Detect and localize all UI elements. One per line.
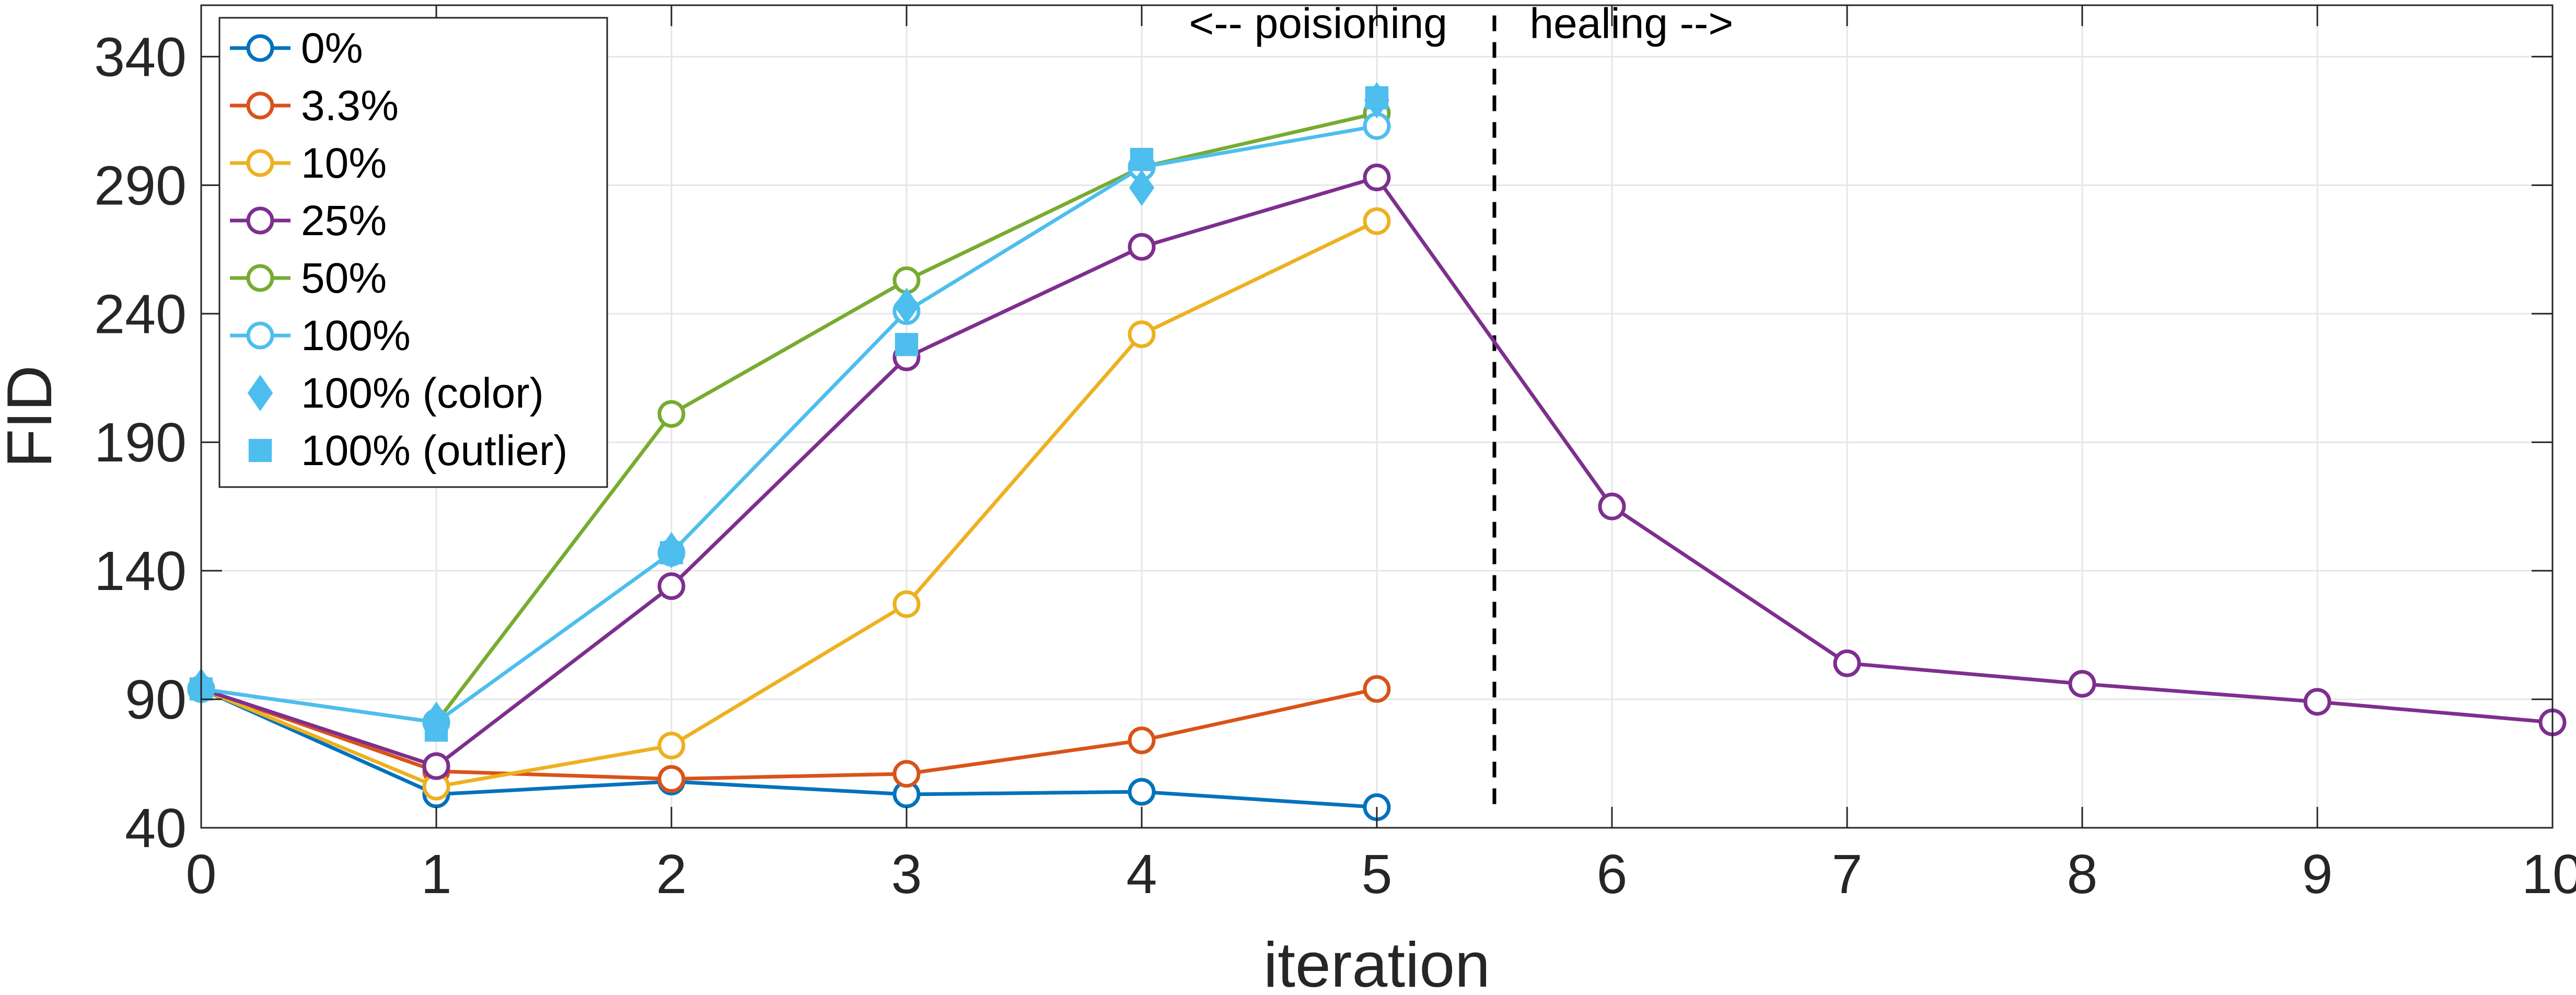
series-25- <box>187 164 2567 780</box>
data-point <box>657 732 686 760</box>
legend-box <box>218 17 608 488</box>
legend-item: 50% <box>230 254 387 302</box>
legend-label: 50% <box>301 254 387 302</box>
series-100-outlier- <box>189 86 1389 742</box>
data-point <box>2303 688 2331 716</box>
data-point <box>657 765 686 793</box>
legend-label: 10% <box>301 140 387 187</box>
legend-label: 3.3% <box>301 82 399 130</box>
x-tick-label: 10 <box>2522 843 2576 905</box>
data-point <box>892 590 921 618</box>
annotation-poisoning: <-- poisioning <box>1189 0 1447 47</box>
legend-marker <box>246 321 274 350</box>
data-point <box>1363 164 1391 192</box>
x-tick-label: 2 <box>656 843 687 905</box>
data-point <box>894 287 920 325</box>
x-tick-label: 9 <box>2302 843 2333 905</box>
data-point <box>1833 649 1861 677</box>
y-tick-label: 40 <box>125 797 187 859</box>
legend-item: 3.3% <box>230 82 399 130</box>
annotation-healing: healing --> <box>1530 0 1734 47</box>
legend-marker <box>246 206 274 235</box>
legend-item: 100% (outlier) <box>248 427 567 475</box>
series-line <box>201 124 1377 724</box>
legend-item: 10% <box>230 140 387 187</box>
legend-label: 100% (outlier) <box>301 427 567 475</box>
legend-label: 0% <box>301 25 363 72</box>
y-tick-label: 240 <box>94 283 187 345</box>
data-point <box>659 541 683 564</box>
legend-marker <box>246 91 274 120</box>
axis-ticks: 0 1 2 3 4 5 6 7 8 9 10 40 90 140 190 240 290 340 <box>94 5 2576 905</box>
data-point <box>422 752 450 780</box>
data-point <box>657 400 686 428</box>
y-tick-label: 190 <box>94 412 187 473</box>
data-point <box>1129 169 1155 206</box>
data-point <box>895 333 919 356</box>
x-tick-label: 1 <box>421 843 452 905</box>
x-axis-label: iteration <box>1263 929 1490 995</box>
series-layer <box>187 82 2567 822</box>
x-tick-label: 6 <box>1597 843 1628 905</box>
x-tick-label: 8 <box>2067 843 2098 905</box>
legend-marker <box>248 438 272 462</box>
series-line <box>200 219 1378 789</box>
data-point <box>1363 675 1391 703</box>
y-tick-label: 140 <box>94 540 187 602</box>
legend-label: 25% <box>301 197 387 245</box>
legend-marker <box>247 375 273 411</box>
data-point <box>892 760 921 788</box>
y-tick-label: 340 <box>94 26 187 88</box>
legend-item: 25% <box>230 197 387 245</box>
legend-item: 100% <box>230 312 411 360</box>
data-point <box>1128 233 1156 261</box>
x-tick-label: 5 <box>1362 843 1393 905</box>
legend-marker <box>246 34 274 62</box>
data-point <box>657 572 686 600</box>
data-point <box>2068 670 2096 698</box>
data-point <box>424 718 448 742</box>
y-tick-label: 90 <box>125 669 187 731</box>
legend-item: 100% (color) <box>247 369 544 417</box>
y-axis-label: FID <box>0 365 65 468</box>
x-tick-label: 4 <box>1127 843 1157 905</box>
data-point <box>1598 492 1626 520</box>
series-line <box>200 687 1377 781</box>
data-point <box>1128 778 1156 806</box>
y-tick-label: 290 <box>94 155 187 216</box>
legend-marker <box>246 149 274 177</box>
data-point <box>1130 147 1154 171</box>
data-point <box>1365 86 1389 110</box>
legend-label: 100% <box>301 312 411 360</box>
series-line <box>200 687 1377 809</box>
data-point <box>1363 207 1391 235</box>
legend-marker <box>246 264 274 292</box>
data-point <box>1128 320 1156 349</box>
x-tick-label: 7 <box>1832 843 1863 905</box>
legend-label: 100% (color) <box>301 369 544 417</box>
x-tick-label: 0 <box>186 843 217 905</box>
legend: 0% 3.3% 10% 25% 50% 100% 100% (color) 100% (out… <box>218 17 608 488</box>
legend-item: 0% <box>230 25 363 72</box>
data-point <box>1128 726 1156 755</box>
x-tick-label: 3 <box>891 843 922 905</box>
